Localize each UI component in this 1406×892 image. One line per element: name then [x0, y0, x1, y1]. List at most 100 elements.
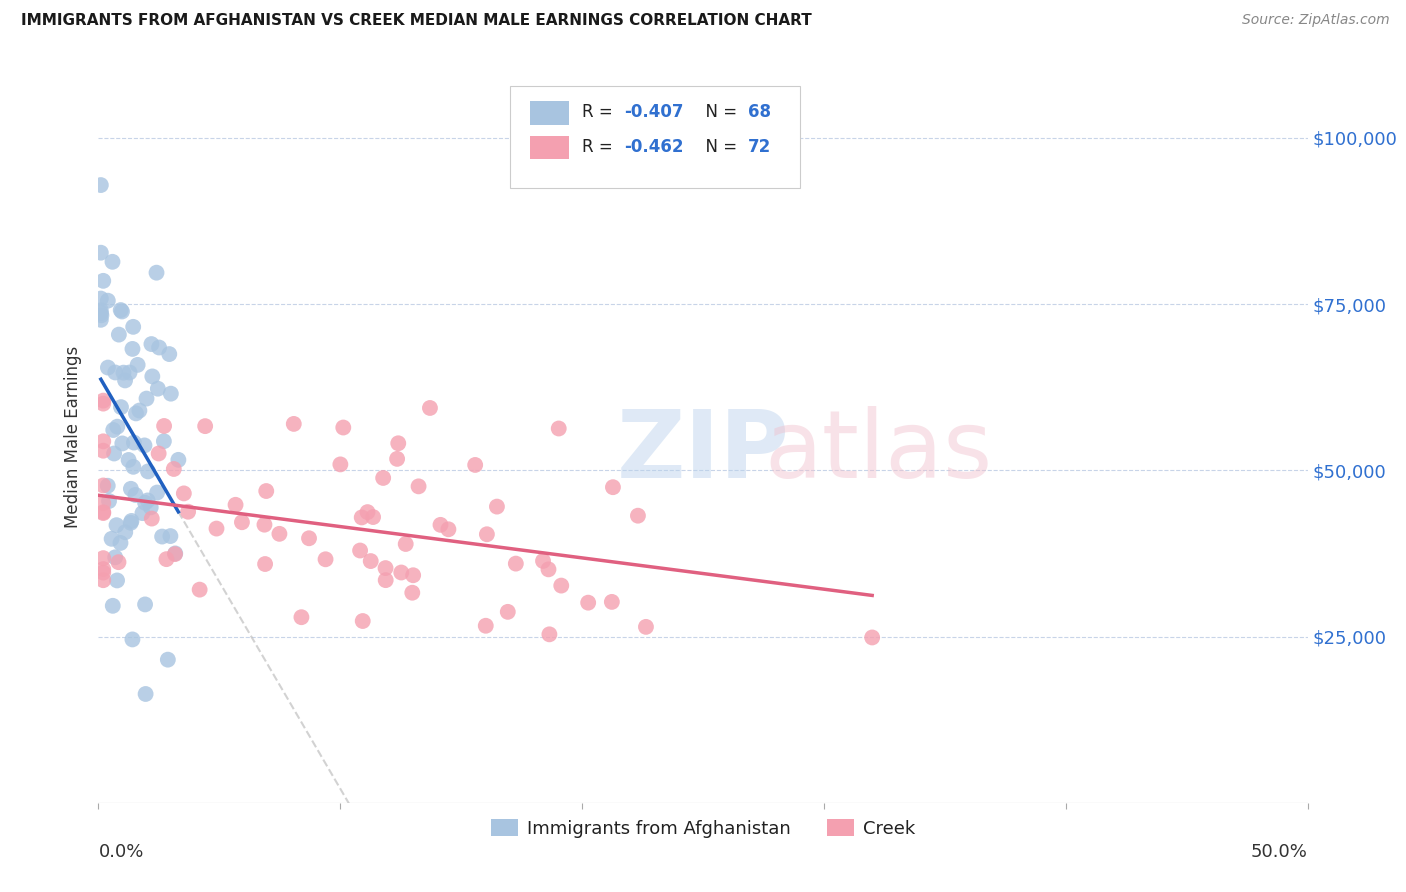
- Point: [121, 342, 143, 356]
- Point: [385, 451, 408, 466]
- Point: [177, 505, 200, 519]
- Point: [254, 557, 277, 571]
- Point: [496, 605, 519, 619]
- Point: [360, 554, 382, 568]
- Point: [550, 578, 572, 592]
- Point: [475, 527, 498, 541]
- Text: 72: 72: [748, 137, 770, 156]
- Point: [127, 358, 149, 372]
- Point: [136, 464, 159, 478]
- Point: [112, 366, 135, 380]
- Point: [155, 552, 177, 566]
- Point: [485, 500, 508, 514]
- Point: [356, 505, 378, 519]
- Point: [163, 547, 186, 561]
- Text: -0.462: -0.462: [624, 137, 683, 156]
- Point: [90, 313, 112, 327]
- Point: [153, 434, 176, 449]
- Point: [91, 496, 114, 510]
- Point: [315, 552, 337, 566]
- Point: [91, 434, 114, 449]
- Point: [429, 517, 451, 532]
- Point: [101, 255, 124, 269]
- Point: [107, 555, 129, 569]
- Point: [145, 266, 167, 280]
- Point: [253, 517, 276, 532]
- Point: [141, 511, 163, 525]
- Point: [159, 529, 181, 543]
- Point: [139, 500, 162, 515]
- Point: [146, 382, 169, 396]
- Point: [90, 292, 112, 306]
- Point: [91, 505, 114, 519]
- Point: [148, 446, 170, 460]
- Point: [600, 595, 623, 609]
- Point: [437, 522, 460, 536]
- Point: [103, 446, 125, 460]
- Point: [91, 566, 114, 580]
- Point: [105, 518, 128, 533]
- Point: [361, 510, 384, 524]
- Point: [131, 506, 153, 520]
- Point: [231, 515, 253, 529]
- Point: [134, 598, 156, 612]
- Point: [111, 436, 134, 450]
- Point: [91, 443, 114, 458]
- Point: [90, 303, 112, 318]
- Text: Source: ZipAtlas.com: Source: ZipAtlas.com: [1241, 13, 1389, 28]
- Point: [329, 458, 352, 472]
- Point: [90, 245, 112, 260]
- Point: [100, 532, 122, 546]
- Point: [128, 403, 150, 417]
- Point: [373, 471, 395, 485]
- Point: [121, 514, 143, 528]
- Point: [122, 435, 145, 450]
- Point: [114, 525, 136, 540]
- Point: [225, 498, 247, 512]
- FancyBboxPatch shape: [509, 86, 800, 188]
- Point: [122, 319, 145, 334]
- Point: [531, 554, 554, 568]
- Point: [389, 566, 412, 580]
- Point: [408, 479, 430, 493]
- Point: [163, 462, 186, 476]
- Point: [91, 274, 114, 288]
- Point: [194, 419, 217, 434]
- Point: [114, 373, 136, 387]
- Text: 68: 68: [748, 103, 770, 120]
- Point: [352, 614, 374, 628]
- Point: [464, 458, 486, 472]
- Point: [547, 421, 569, 435]
- Point: [110, 303, 132, 318]
- Text: IMMIGRANTS FROM AFGHANISTAN VS CREEK MEDIAN MALE EARNINGS CORRELATION CHART: IMMIGRANTS FROM AFGHANISTAN VS CREEK MED…: [21, 13, 811, 29]
- Point: [188, 582, 211, 597]
- Point: [97, 293, 120, 308]
- Point: [124, 488, 146, 502]
- Point: [120, 482, 142, 496]
- Bar: [530, 136, 569, 159]
- Point: [134, 438, 156, 452]
- Point: [135, 392, 157, 406]
- Point: [141, 337, 163, 351]
- Point: [111, 304, 134, 318]
- Point: [627, 508, 650, 523]
- Text: ZIP: ZIP: [617, 406, 789, 498]
- Point: [108, 327, 131, 342]
- Point: [165, 546, 187, 560]
- Point: [538, 627, 561, 641]
- Point: [146, 485, 169, 500]
- Point: [97, 479, 120, 493]
- Point: [157, 347, 180, 361]
- Point: [135, 687, 157, 701]
- Text: 50.0%: 50.0%: [1251, 843, 1308, 861]
- Point: [269, 526, 291, 541]
- Point: [90, 306, 112, 320]
- Point: [298, 531, 321, 545]
- Point: [156, 653, 179, 667]
- Point: [148, 341, 170, 355]
- Point: [167, 453, 190, 467]
- Point: [374, 561, 396, 575]
- Point: [395, 537, 418, 551]
- Point: [101, 599, 124, 613]
- Point: [117, 453, 139, 467]
